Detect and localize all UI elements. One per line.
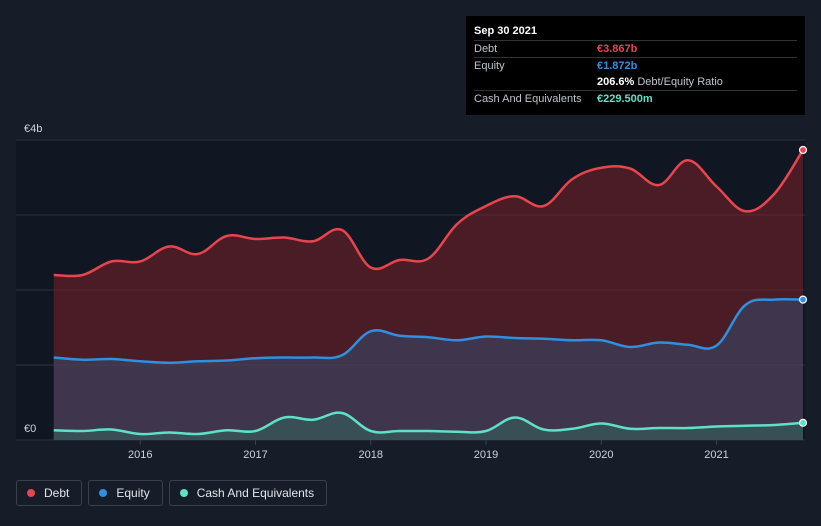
- tooltip-panel: Sep 30 2021 Debt €3.867b Equity €1.872b …: [466, 16, 805, 115]
- tooltip-row-ratio: 206.6% Debt/Equity Ratio: [474, 74, 797, 90]
- tooltip-date: Sep 30 2021: [474, 25, 537, 37]
- legend-dot-icon: [27, 489, 35, 497]
- tooltip-label: Debt: [474, 43, 498, 55]
- axis-labels: 2016 2017 2018 2019 2020 2021 €4b €0: [24, 123, 729, 461]
- end-markers: [798, 145, 808, 427]
- tooltip-label: Cash And Equivalents: [474, 93, 582, 105]
- y-axis-label-top: €4b: [24, 123, 42, 135]
- tooltip-ratio-value: 206.6% Debt/Equity Ratio: [597, 74, 723, 90]
- series-lines: [53, 149, 805, 436]
- x-tick-label: 2021: [704, 449, 728, 461]
- legend-label: Debt: [44, 486, 70, 500]
- tooltip-label: Equity: [474, 60, 505, 72]
- end-marker-cash-and-equivalents: [798, 418, 808, 427]
- area-equity: [53, 299, 803, 440]
- tooltip-cash-value: €229.500m: [597, 93, 653, 105]
- line-debt: [53, 149, 805, 278]
- x-tick-label: 2020: [589, 449, 613, 461]
- legend-label: Equity: [116, 486, 150, 500]
- legend-dot-icon: [99, 489, 108, 497]
- legend-item-debt[interactable]: Debt: [16, 480, 83, 506]
- line-cash-and-equivalents: [53, 411, 804, 436]
- x-tick-label: 2018: [359, 449, 383, 461]
- legend-item-cash[interactable]: Cash And Equivalents: [168, 480, 328, 506]
- x-tick-label: 2017: [243, 449, 267, 461]
- end-marker-debt: [798, 145, 808, 155]
- tooltip-row-equity: Equity €1.872b: [474, 57, 797, 74]
- legend-item-equity[interactable]: Equity: [88, 480, 163, 506]
- chart-legend: Debt Equity Cash And Equivalents: [16, 480, 328, 506]
- series-areas: [53, 149, 803, 440]
- end-marker-equity: [798, 295, 808, 304]
- ratio-value: 206.6%: [597, 76, 635, 88]
- legend-label: Cash And Equivalents: [196, 486, 315, 500]
- y-axis-label-bottom: €0: [24, 423, 36, 435]
- ratio-label: Debt/Equity Ratio: [637, 76, 723, 88]
- tooltip-row-debt: Debt €3.867b: [474, 40, 797, 57]
- tooltip-equity-value: €1.872b: [597, 60, 638, 72]
- x-tick-label: 2019: [474, 449, 498, 461]
- area-cash-and-equivalents: [53, 412, 803, 440]
- line-equity: [53, 297, 804, 364]
- tooltip-row-cash: Cash And Equivalents €229.500m: [474, 90, 797, 107]
- tooltip-debt-value: €3.867b: [597, 43, 638, 55]
- legend-dot-icon: [179, 489, 188, 497]
- x-tick-label: 2016: [128, 449, 152, 461]
